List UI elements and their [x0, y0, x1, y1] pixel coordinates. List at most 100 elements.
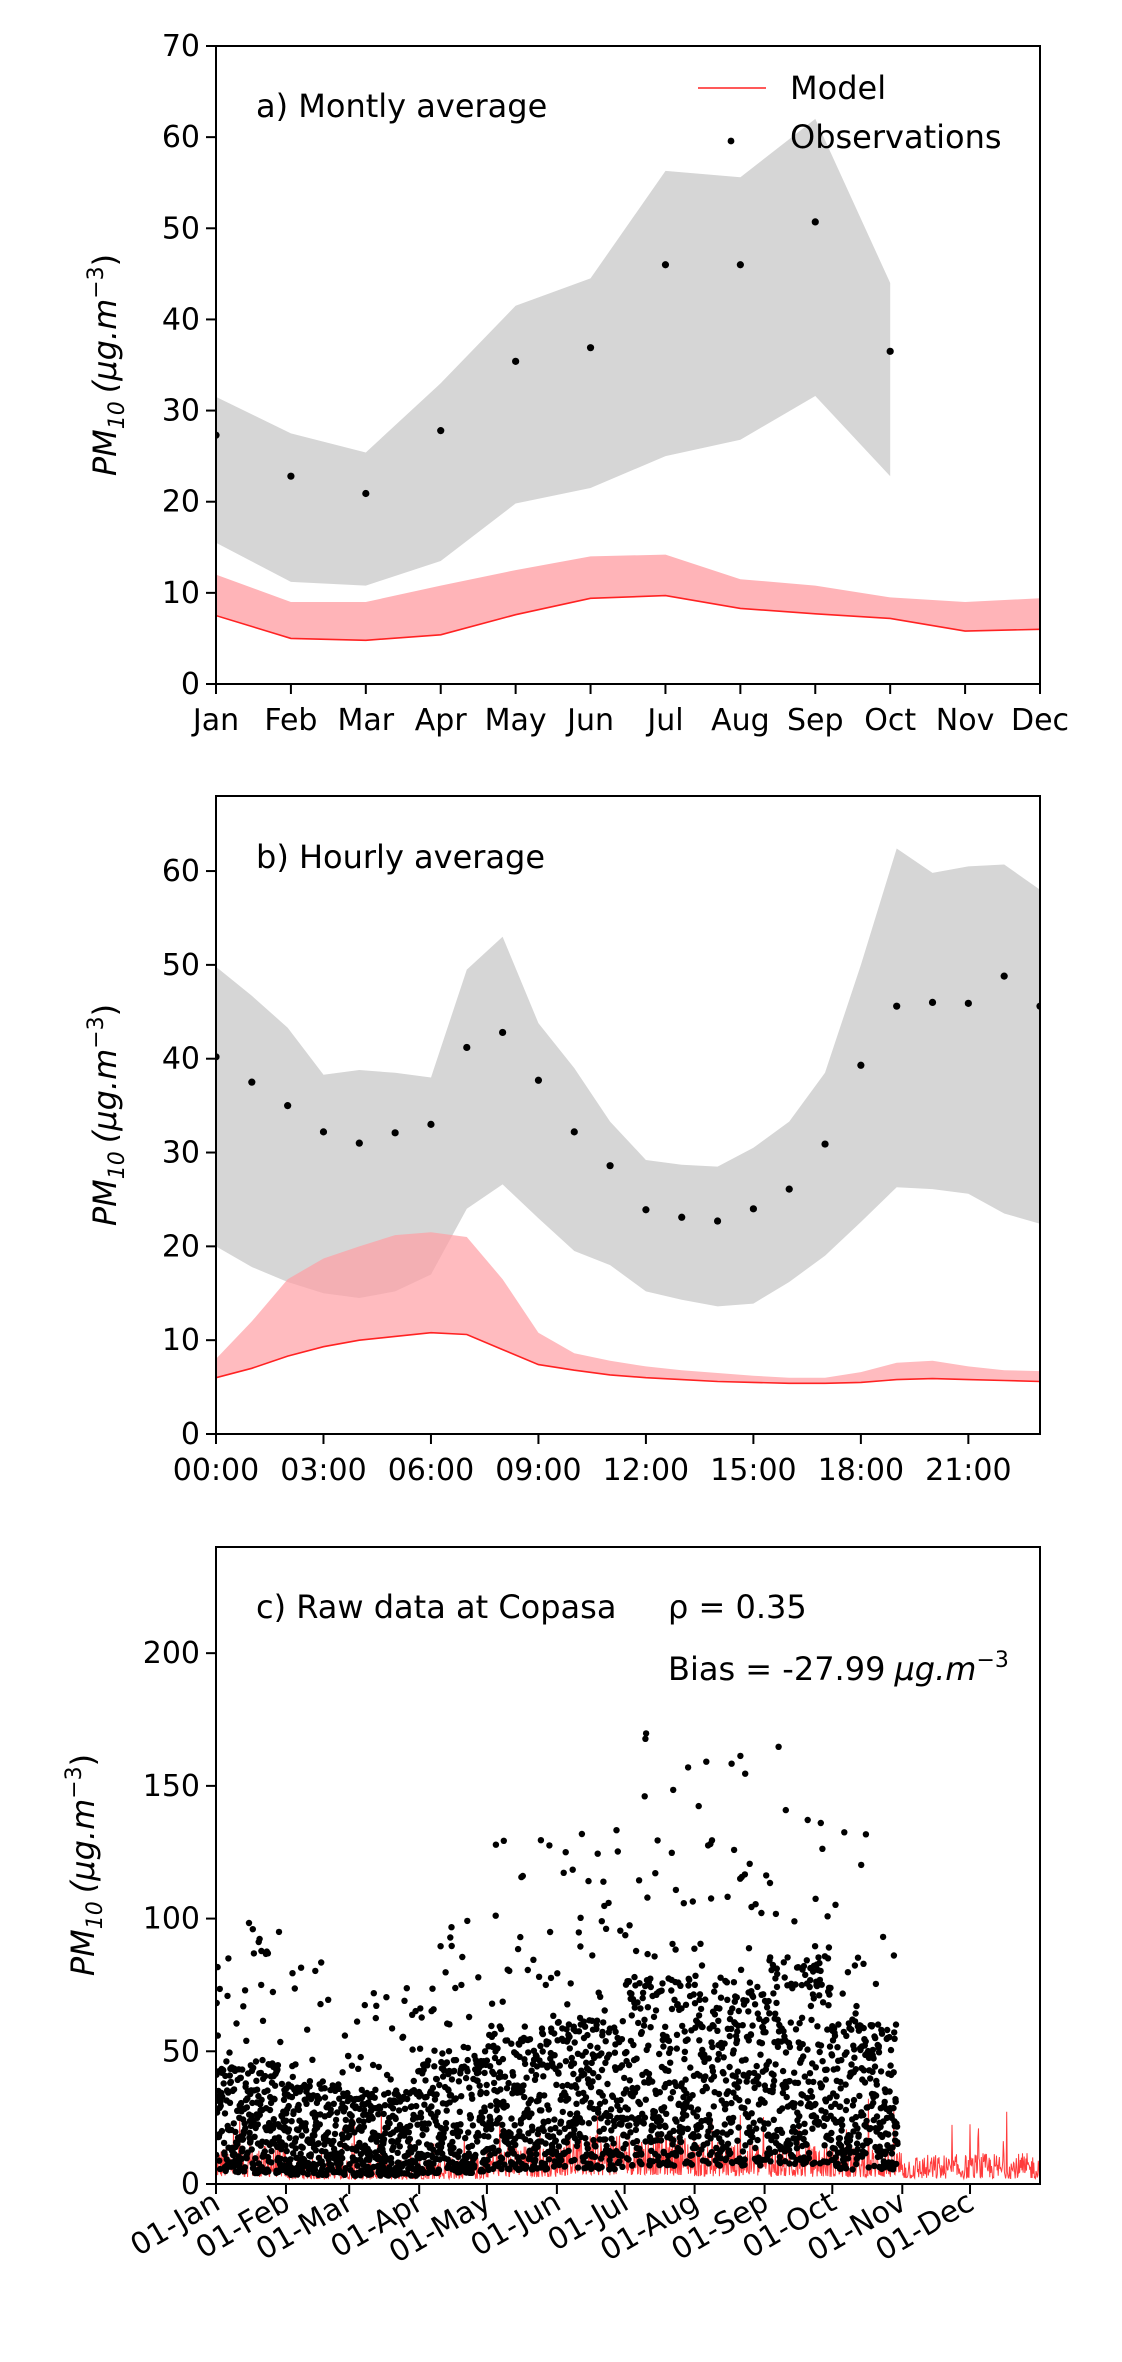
observation-point	[500, 2127, 507, 2135]
observation-point	[345, 2052, 352, 2060]
panel-c-x-axis: 01-Jan01-Feb01-Mar01-Apr01-May01-Jun01-J…	[125, 2184, 980, 2270]
observation-point	[406, 2135, 414, 2143]
panel-b-y-axis-label: PM10(μg.m−3)	[84, 1004, 130, 1226]
observation-point	[642, 1735, 649, 1743]
observation-point	[278, 2080, 286, 2088]
observation-point	[890, 1952, 898, 1959]
observation-point	[562, 2058, 570, 2065]
observation-point	[844, 1969, 852, 1976]
observation-point	[302, 2120, 309, 2127]
observation-point	[692, 2144, 700, 2151]
observation-point	[749, 1205, 757, 1213]
observation-point	[890, 2069, 897, 2076]
observation-point	[430, 2006, 437, 2013]
observation-point	[684, 1764, 692, 1771]
observation-point	[514, 1945, 522, 1953]
observation-point	[380, 2110, 387, 2118]
observation-point	[448, 1942, 455, 1950]
observation-point	[558, 2157, 565, 2164]
observation-point	[224, 1992, 231, 2000]
observation-point	[865, 2164, 872, 2171]
observation-point	[684, 2036, 691, 2043]
observation-point	[269, 1988, 277, 1996]
observation-point	[497, 2025, 505, 2033]
observation-point	[696, 2072, 703, 2079]
observation-point	[519, 2087, 526, 2094]
panel-a-xtick-label: Oct	[864, 703, 916, 738]
observation-point	[706, 2116, 714, 2124]
observation-point	[674, 2001, 681, 2008]
observation-point	[464, 2068, 471, 2075]
observation-point	[715, 2050, 722, 2058]
observation-point	[629, 2161, 636, 2169]
observation-point	[797, 2100, 804, 2107]
observation-point	[867, 2075, 874, 2082]
observation-point	[800, 2053, 807, 2060]
observation-point	[243, 2155, 250, 2162]
observation-point	[226, 2099, 234, 2106]
observation-point	[598, 2050, 605, 2057]
observation-point	[872, 1980, 880, 1988]
observation-point	[812, 2064, 819, 2071]
observation-point	[499, 2121, 506, 2128]
observation-point	[894, 2140, 901, 2148]
observation-point	[710, 2103, 717, 2110]
observation-point	[442, 2125, 449, 2132]
observation-point	[854, 2146, 861, 2153]
observation-point	[860, 2111, 867, 2119]
observation-point	[774, 2043, 782, 2050]
observation-point	[423, 2126, 430, 2133]
observation-point	[258, 2096, 265, 2103]
observation-point	[761, 2099, 768, 2106]
observation-point	[626, 2077, 633, 2084]
observation-point	[639, 1994, 646, 2002]
observation-point	[757, 2162, 764, 2169]
observation-point	[232, 2128, 239, 2136]
observation-point	[282, 2117, 290, 2124]
observation-point	[545, 2039, 552, 2046]
observation-point	[708, 1837, 716, 1844]
observation-point	[754, 2136, 761, 2144]
observation-point	[605, 2051, 613, 2058]
observation-point	[287, 472, 295, 480]
observation-point	[504, 2151, 512, 2158]
observation-point	[516, 2053, 523, 2060]
observation-point	[721, 2121, 728, 2128]
observation-point	[773, 2133, 780, 2140]
observation-point	[702, 2073, 709, 2080]
observation-point	[606, 1162, 614, 1170]
observation-point	[385, 2089, 392, 2097]
observation-point	[472, 2151, 479, 2159]
observation-point	[594, 1850, 601, 1857]
observation-point	[481, 2107, 489, 2115]
observation-point	[601, 2007, 608, 2014]
observation-point	[264, 1950, 272, 1957]
observation-point	[469, 2122, 477, 2129]
observation-point	[863, 2117, 870, 2125]
observation-point	[660, 2104, 668, 2111]
observation-point	[742, 1770, 749, 1777]
observation-point	[745, 2008, 752, 2015]
observation-point	[647, 2024, 654, 2031]
observation-point	[777, 2159, 784, 2167]
observation-point	[779, 2105, 786, 2112]
observation-point	[601, 2098, 609, 2105]
observation-point	[669, 1940, 676, 1948]
observation-point	[695, 1802, 702, 1810]
observation-point	[619, 2018, 626, 2025]
observation-point	[446, 2099, 453, 2106]
observation-point	[462, 2074, 470, 2082]
observation-point	[539, 2048, 546, 2055]
observation-point	[726, 2032, 733, 2040]
observation-point	[875, 2042, 882, 2050]
observation-point	[819, 2058, 826, 2065]
observation-point	[417, 2005, 424, 2012]
observation-point	[766, 1879, 774, 1887]
observation-point	[574, 2110, 581, 2117]
observation-point	[635, 2019, 642, 2027]
observation-point	[852, 2010, 859, 2017]
observation-point	[838, 2056, 845, 2064]
observation-point	[539, 2030, 547, 2038]
observation-point	[772, 2061, 779, 2068]
observation-point	[799, 2041, 806, 2048]
